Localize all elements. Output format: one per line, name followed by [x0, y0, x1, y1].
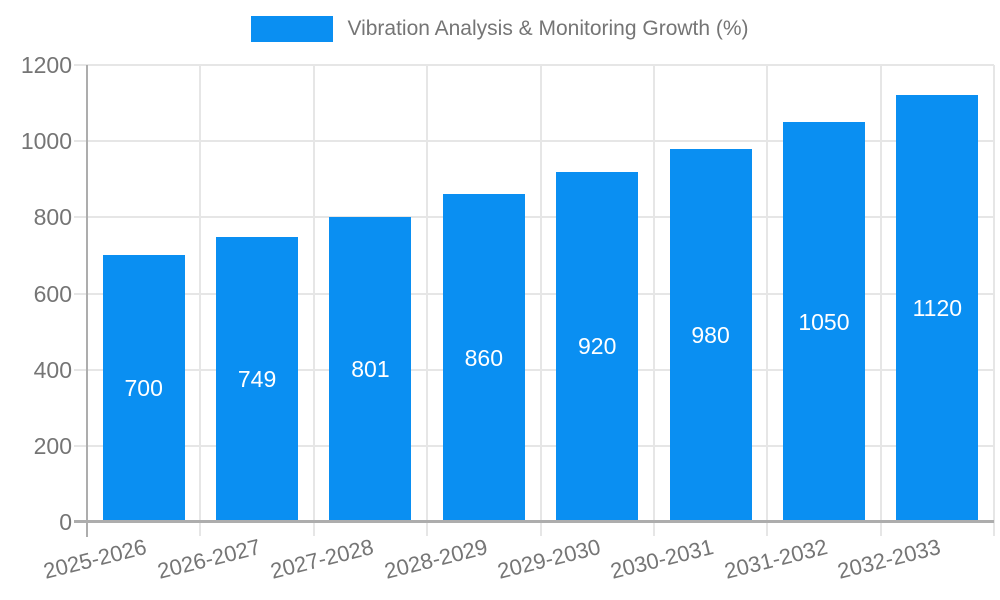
- x-gridline: [312, 65, 315, 522]
- y-axis-line: [86, 65, 88, 537]
- x-gridline: [539, 65, 542, 522]
- bar[interactable]: 920: [556, 171, 639, 522]
- y-tick-mark: [74, 444, 87, 447]
- x-tick-mark: [879, 522, 882, 536]
- y-axis-tick-label: 800: [33, 204, 72, 231]
- plot-area: 700 749 801 860 920 980 1050 1120: [74, 64, 995, 537]
- chart-legend: Vibration Analysis & Monitoring Growth (…: [0, 16, 1000, 42]
- x-tick-mark: [539, 522, 542, 536]
- y-tick-mark: [74, 216, 87, 219]
- x-tick-mark: [993, 522, 995, 536]
- x-tick-mark: [652, 522, 655, 536]
- bar-value-label: 920: [578, 333, 617, 360]
- x-gridline: [426, 65, 429, 522]
- y-tick-mark: [74, 140, 87, 143]
- bar-value-label: 860: [464, 344, 503, 371]
- x-axis-tick-label: 2028-2029: [381, 534, 490, 584]
- x-axis-tick-label: 2027-2028: [268, 534, 377, 584]
- bar[interactable]: 749: [216, 236, 299, 522]
- x-tick-mark: [766, 522, 769, 536]
- bar[interactable]: 980: [669, 148, 752, 522]
- y-axis-tick-label: 1000: [20, 128, 72, 155]
- bar-value-label: 749: [237, 365, 277, 392]
- x-axis-line: [74, 520, 994, 523]
- bar[interactable]: 700: [102, 255, 185, 522]
- x-tick-mark: [426, 522, 429, 536]
- bar[interactable]: 860: [442, 194, 525, 522]
- bar-value-label: 980: [691, 321, 730, 348]
- y-axis-tick-label: 0: [59, 509, 72, 535]
- x-axis-tick-label: 2025-2026: [41, 534, 150, 584]
- bar[interactable]: 1120: [896, 95, 979, 522]
- y-axis-tick-label: 200: [33, 432, 72, 459]
- bar[interactable]: 1050: [782, 122, 865, 522]
- x-tick-mark: [312, 522, 315, 536]
- bar-value-label: 1050: [798, 308, 850, 335]
- bar-value-label: 1120: [912, 295, 963, 322]
- y-axis-tick-label: 1200: [20, 52, 72, 78]
- x-gridline: [652, 65, 655, 522]
- y-tick-mark: [74, 368, 87, 371]
- x-gridline: [993, 65, 995, 522]
- legend-label: Vibration Analysis & Monitoring Growth (…: [347, 17, 749, 40]
- x-axis-tick-label: 2030-2031: [608, 534, 717, 584]
- x-axis-tick-label: 2031-2032: [721, 534, 830, 584]
- x-axis-tick-label: 2029-2030: [494, 534, 603, 584]
- y-tick-mark: [74, 292, 87, 295]
- y-tick-mark: [74, 64, 87, 66]
- x-gridline: [766, 65, 769, 522]
- x-axis-tick-label: 2032-2033: [834, 534, 944, 584]
- bar-value-label: 700: [124, 375, 163, 402]
- y-axis-tick-label: 400: [33, 356, 72, 383]
- legend-swatch: [251, 16, 334, 42]
- x-gridline: [199, 65, 202, 522]
- bar[interactable]: 801: [329, 216, 412, 522]
- bar-value-label: 801: [351, 355, 390, 382]
- x-tick-mark: [199, 522, 202, 536]
- x-axis-tick-label: 2026-2027: [154, 534, 263, 584]
- y-axis-tick-label: 600: [33, 280, 72, 307]
- x-gridline: [879, 65, 882, 522]
